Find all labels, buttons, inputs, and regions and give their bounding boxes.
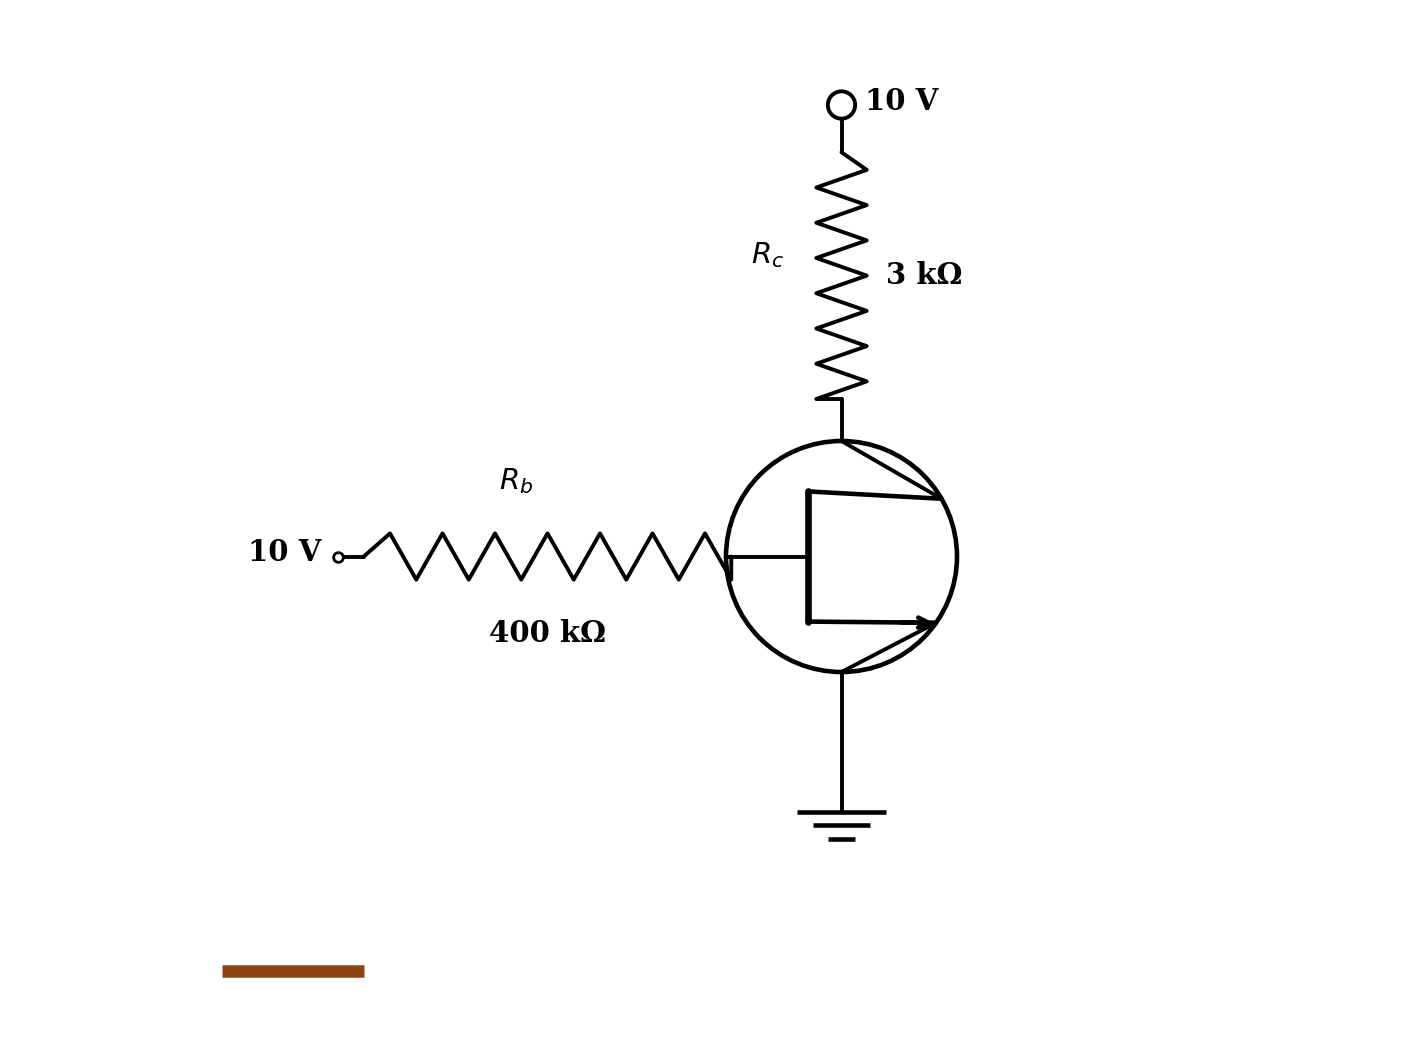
Text: 10 V: 10 V xyxy=(864,87,938,117)
Text: 400 kΩ: 400 kΩ xyxy=(489,620,606,649)
Text: 3 kΩ: 3 kΩ xyxy=(885,261,962,290)
Text: 10 V: 10 V xyxy=(248,538,321,567)
Text: $R_c$: $R_c$ xyxy=(750,239,784,270)
Text: $R_b$: $R_b$ xyxy=(499,466,533,496)
